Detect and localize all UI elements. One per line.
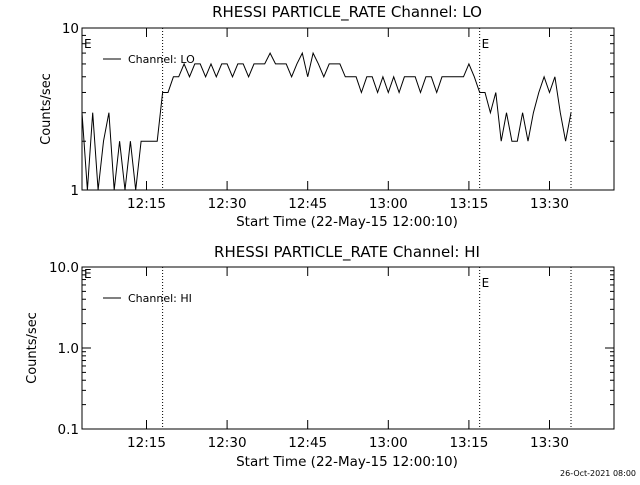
x-tick-label: 13:00: [369, 196, 408, 212]
x-ticks: 12:15 12:30 12:45 13:00 13:15 13:30: [127, 28, 569, 212]
y-axis-label: Counts/sec: [39, 73, 54, 145]
x-tick-label: 12:15: [127, 196, 166, 212]
x-ticks: 12:15 12:30 12:45 13:00 13:15 13:30: [127, 267, 569, 451]
x-tick-label: 13:30: [530, 196, 569, 212]
left-edge-label: E: [84, 267, 92, 281]
y-tick-label: 1.0: [58, 341, 79, 357]
chart-title: RHESSI PARTICLE_RATE Channel: HI: [214, 243, 480, 262]
x-tick-label: 12:45: [288, 196, 327, 212]
legend: Channel: HI: [103, 292, 192, 305]
legend-label: Channel: HI: [128, 292, 192, 305]
x-tick-label: 12:15: [127, 435, 166, 451]
y-ticks: 1 10: [62, 21, 614, 199]
y-tick-label: 0.1: [58, 422, 79, 438]
x-tick-label: 13:30: [530, 435, 569, 451]
footer-stamp: 26-Oct-2021 08:00: [560, 469, 636, 478]
vertical-marker-label: E: [482, 37, 490, 51]
plot-frame: [81, 27, 615, 191]
panel-hi: RHESSI PARTICLE_RATE Channel: HI 12:15 12…: [25, 243, 615, 470]
x-tick-label: 13:00: [369, 435, 408, 451]
legend: Channel: LO: [103, 53, 195, 66]
series-line-lo: [81, 51, 572, 191]
y-tick-label: 1: [70, 183, 79, 199]
y-tick-label: 10.0: [49, 260, 79, 276]
panel-lo: RHESSI PARTICLE_RATE Channel: LO 12:15 12…: [39, 3, 615, 230]
x-tick-label: 13:15: [449, 435, 488, 451]
y-tick-label: 10: [62, 21, 79, 37]
left-edge-label: E: [84, 37, 92, 51]
x-tick-label: 12:45: [288, 435, 327, 451]
chart-title: RHESSI PARTICLE_RATE Channel: LO: [212, 3, 482, 22]
legend-label: Channel: LO: [128, 53, 195, 66]
x-tick-label: 12:30: [208, 196, 247, 212]
x-axis-label: Start Time (22-May-15 12:00:10): [236, 214, 458, 230]
y-axis-label: Counts/sec: [25, 312, 40, 384]
vertical-markers: E: [162, 28, 572, 190]
x-axis-label: Start Time (22-May-15 12:00:10): [236, 454, 458, 470]
y-ticks: 0.1 1.0 10.0: [49, 260, 614, 438]
vertical-markers: E: [162, 267, 572, 429]
vertical-marker-label: E: [482, 276, 490, 290]
x-tick-label: 13:15: [449, 196, 488, 212]
x-tick-label: 12:30: [208, 435, 247, 451]
